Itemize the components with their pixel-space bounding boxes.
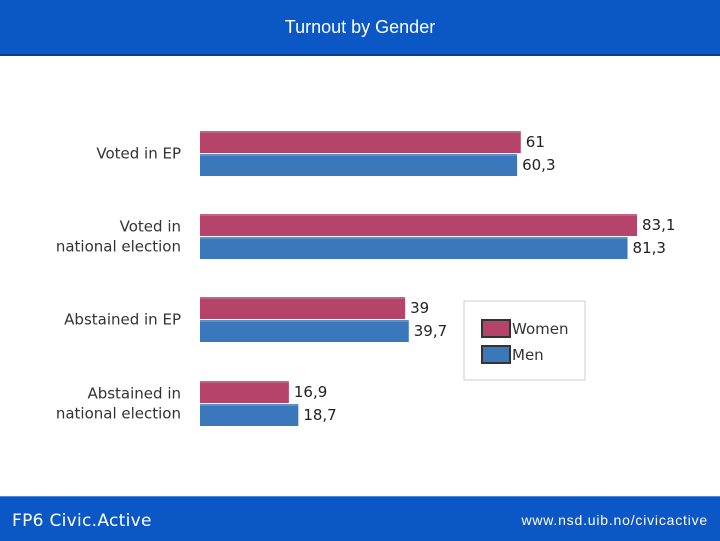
footer-bar: FP6 Civic.Active www.nsd.uib.no/civicact… (0, 496, 720, 541)
bar-men-voted-in-ep (200, 154, 518, 176)
bar-highlight (200, 381, 289, 383)
category-label-voted-in-national-election: Voted in national election (56, 218, 181, 256)
legend-swatch-women (481, 319, 511, 338)
bar-highlight (200, 214, 637, 216)
bar-highlight (200, 154, 518, 156)
bar-men-voted-in-national-election (200, 237, 628, 259)
bar-highlight (200, 404, 299, 406)
value-label-women-voted-in-national-election: 83,1 (642, 216, 675, 234)
footer-brand: FP6 Civic.Active (12, 511, 152, 531)
category-label-abstained-in-ep: Abstained in EP (64, 311, 181, 329)
value-label-men-abstained-in-ep: 39,7 (414, 322, 447, 340)
value-label-women-abstained-in-national-election: 16,9 (294, 383, 327, 401)
header-bar: Turnout by Gender (0, 0, 720, 56)
legend-label-women: Women (512, 320, 568, 338)
category-label-voted-in-ep: Voted in EP (96, 145, 181, 163)
legend-label-men: Men (512, 346, 544, 364)
value-label-men-abstained-in-national-election: 18,7 (303, 406, 336, 424)
bar-women-voted-in-ep (200, 131, 521, 153)
bar-highlight (200, 297, 406, 299)
value-label-women-abstained-in-ep: 39 (410, 299, 429, 317)
legend-swatch-men (481, 345, 511, 364)
value-label-women-voted-in-ep: 61 (526, 133, 545, 151)
value-label-men-voted-in-ep: 60,3 (522, 156, 555, 174)
page-title: Turnout by Gender (284, 17, 436, 37)
legend-box (463, 300, 586, 381)
bar-highlight (200, 131, 521, 133)
bar-men-abstained-in-national-election (200, 404, 299, 426)
value-label-men-voted-in-national-election: 81,3 (633, 239, 666, 257)
bar-women-voted-in-national-election (200, 214, 637, 236)
bar-women-abstained-in-ep (200, 297, 406, 319)
bar-highlight (200, 320, 409, 322)
footer-url[interactable]: www.nsd.uib.no/civicactive (521, 512, 708, 528)
bar-highlight (200, 237, 628, 239)
bar-men-abstained-in-ep (200, 320, 409, 342)
legend: Women Men (463, 300, 586, 381)
bar-women-abstained-in-national-election (200, 381, 289, 403)
category-label-abstained-in-national-election: Abstained in national election (56, 385, 181, 423)
